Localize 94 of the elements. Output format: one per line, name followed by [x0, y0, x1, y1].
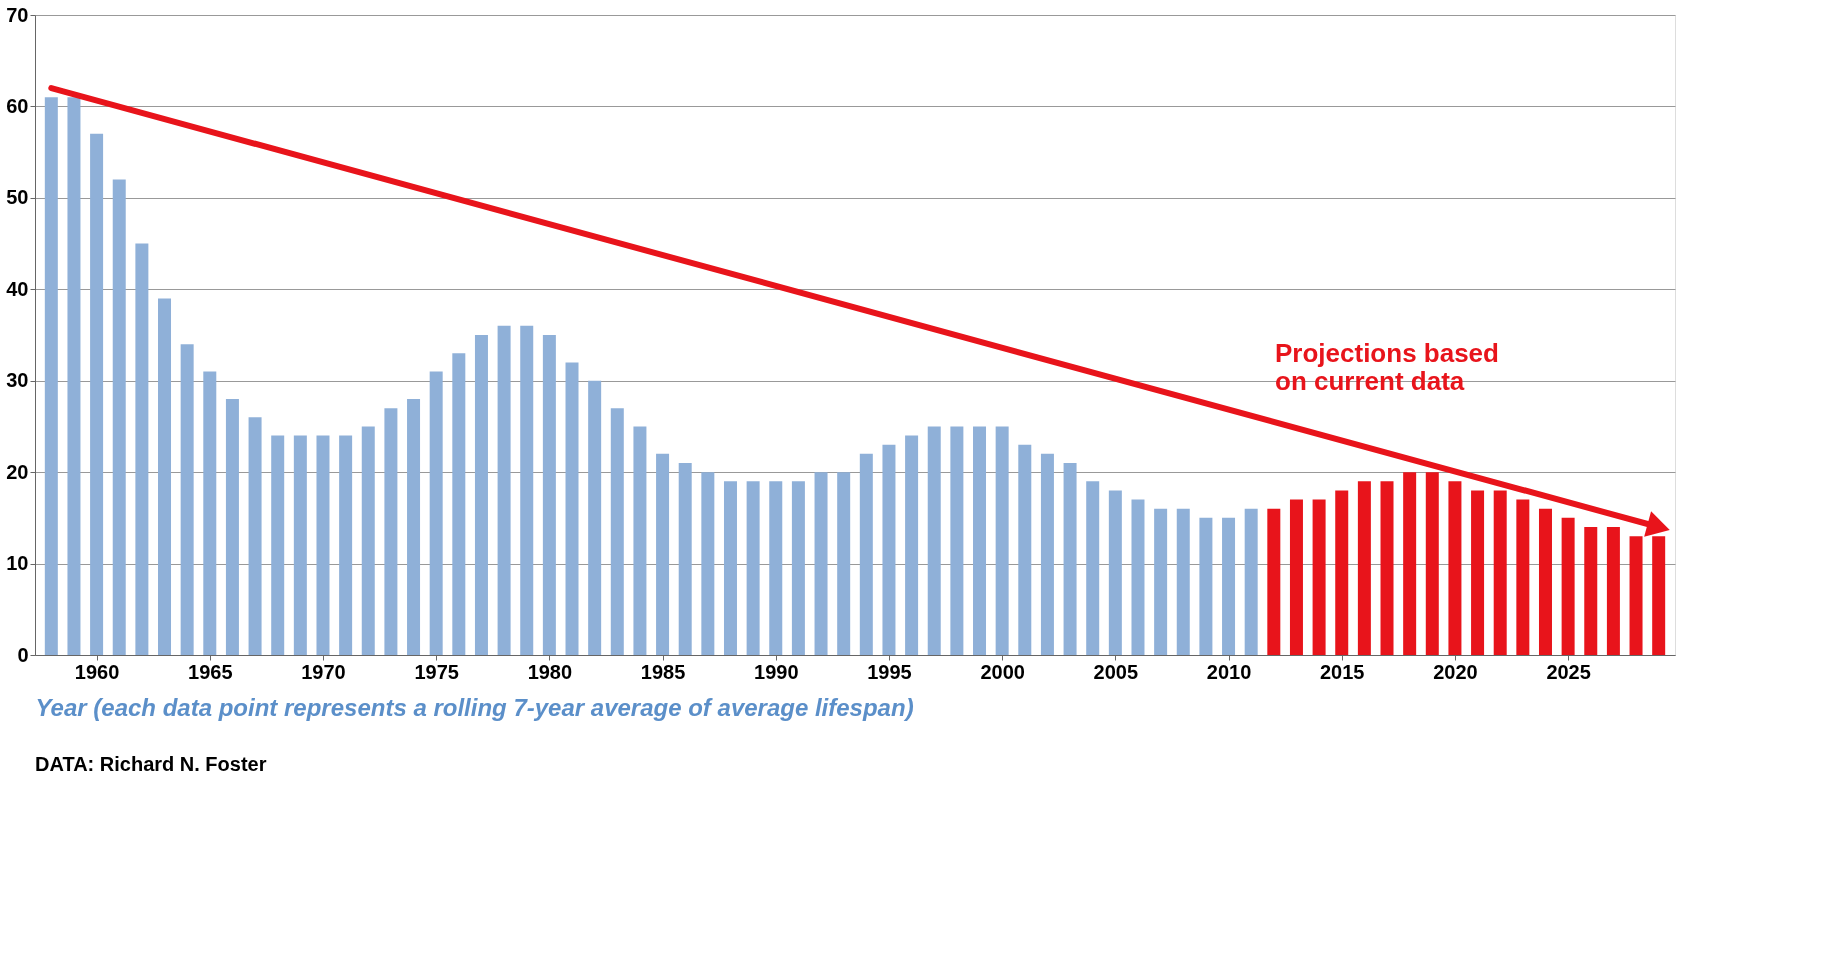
- bar: [1606, 527, 1620, 655]
- bar: [769, 481, 783, 655]
- bar: [678, 463, 692, 655]
- bar: [633, 426, 647, 655]
- bar: [791, 481, 805, 655]
- bar: [542, 335, 556, 655]
- bar: [1425, 472, 1439, 655]
- bar: [565, 362, 579, 655]
- bar: [497, 325, 511, 655]
- x-tick-label: 1995: [867, 660, 912, 683]
- bar: [1108, 490, 1122, 655]
- bar: [1176, 508, 1190, 655]
- bar: [1584, 527, 1598, 655]
- bar: [1267, 508, 1281, 655]
- bar: [429, 371, 443, 655]
- x-tick-label: 2015: [1319, 660, 1365, 683]
- x-tick-label: 2020: [1433, 660, 1478, 683]
- bar: [1289, 499, 1303, 655]
- bar: [271, 435, 285, 655]
- bar: [1131, 499, 1145, 655]
- bar: [361, 426, 375, 655]
- y-tick-label: 0: [17, 643, 29, 666]
- bar: [837, 472, 851, 655]
- bar: [905, 435, 919, 655]
- bar: [452, 353, 466, 655]
- bar: [656, 453, 670, 655]
- bar: [180, 344, 194, 655]
- bar: [384, 408, 398, 655]
- y-tick-label: 10: [6, 552, 29, 575]
- x-tick-label: 1960: [74, 660, 120, 683]
- bar: [248, 417, 262, 655]
- bar: [1357, 481, 1371, 655]
- x-tick-label: 1970: [301, 660, 346, 683]
- bar: [1018, 444, 1032, 655]
- bar: [588, 380, 602, 655]
- bar: [1040, 453, 1054, 655]
- y-tick-label: 20: [6, 460, 29, 483]
- bar: [882, 444, 896, 655]
- bar: [973, 426, 987, 655]
- bar: [1538, 508, 1552, 655]
- bar: [339, 435, 353, 655]
- bar: [859, 453, 873, 655]
- y-tick-label: 30: [6, 369, 29, 392]
- x-tick-label: 2025: [1546, 660, 1591, 683]
- bar: [1154, 508, 1168, 655]
- bar: [1516, 499, 1530, 655]
- bar: [1222, 517, 1236, 655]
- x-tick-label: 1990: [754, 660, 799, 683]
- bar: [90, 133, 104, 655]
- bar: [1471, 490, 1485, 655]
- bar: [225, 399, 239, 655]
- bar: [610, 408, 624, 655]
- x-tick-label: 1985: [640, 660, 686, 683]
- bar: [293, 435, 307, 655]
- bar: [1448, 481, 1462, 655]
- x-tick-label: 1975: [414, 660, 459, 683]
- bar: [135, 243, 149, 655]
- x-axis-title: Year (each data point represents a rolling 7-year average of average lifespan): [35, 693, 914, 721]
- bar: [44, 97, 58, 655]
- bar: [158, 298, 172, 655]
- y-tick-label: 50: [6, 186, 29, 209]
- bar: [950, 426, 964, 655]
- bar: [927, 426, 941, 655]
- x-tick-label: 2000: [980, 660, 1025, 683]
- bar: [1199, 517, 1213, 655]
- bar: [203, 371, 217, 655]
- bar: [701, 472, 715, 655]
- bar: [995, 426, 1009, 655]
- bar: [723, 481, 737, 655]
- x-tick-label: 2005: [1093, 660, 1139, 683]
- bar: [407, 399, 421, 655]
- bar: [1063, 463, 1077, 655]
- bar: [520, 325, 534, 655]
- y-tick-label: 70: [6, 3, 29, 26]
- y-tick-label: 60: [6, 94, 29, 117]
- x-tick-label: 2010: [1206, 660, 1252, 683]
- bar: [814, 472, 828, 655]
- x-tick-label: 1965: [188, 660, 233, 683]
- bar: [1403, 472, 1417, 655]
- bar: [1312, 499, 1326, 655]
- bar: [1244, 508, 1258, 655]
- bar: [316, 435, 330, 655]
- bar: [1086, 481, 1100, 655]
- bar: [67, 97, 81, 655]
- bar: [1335, 490, 1349, 655]
- text: DATA: Richard N. Foster: [35, 753, 267, 775]
- bar: [746, 481, 760, 655]
- annotation: Projections based on current data: [1275, 338, 1499, 396]
- bar: [474, 335, 488, 655]
- bar: [1561, 517, 1575, 655]
- bar: [1380, 481, 1394, 655]
- bar: [112, 179, 126, 655]
- y-tick-label: 40: [6, 277, 29, 300]
- x-tick-label: 1980: [527, 660, 573, 683]
